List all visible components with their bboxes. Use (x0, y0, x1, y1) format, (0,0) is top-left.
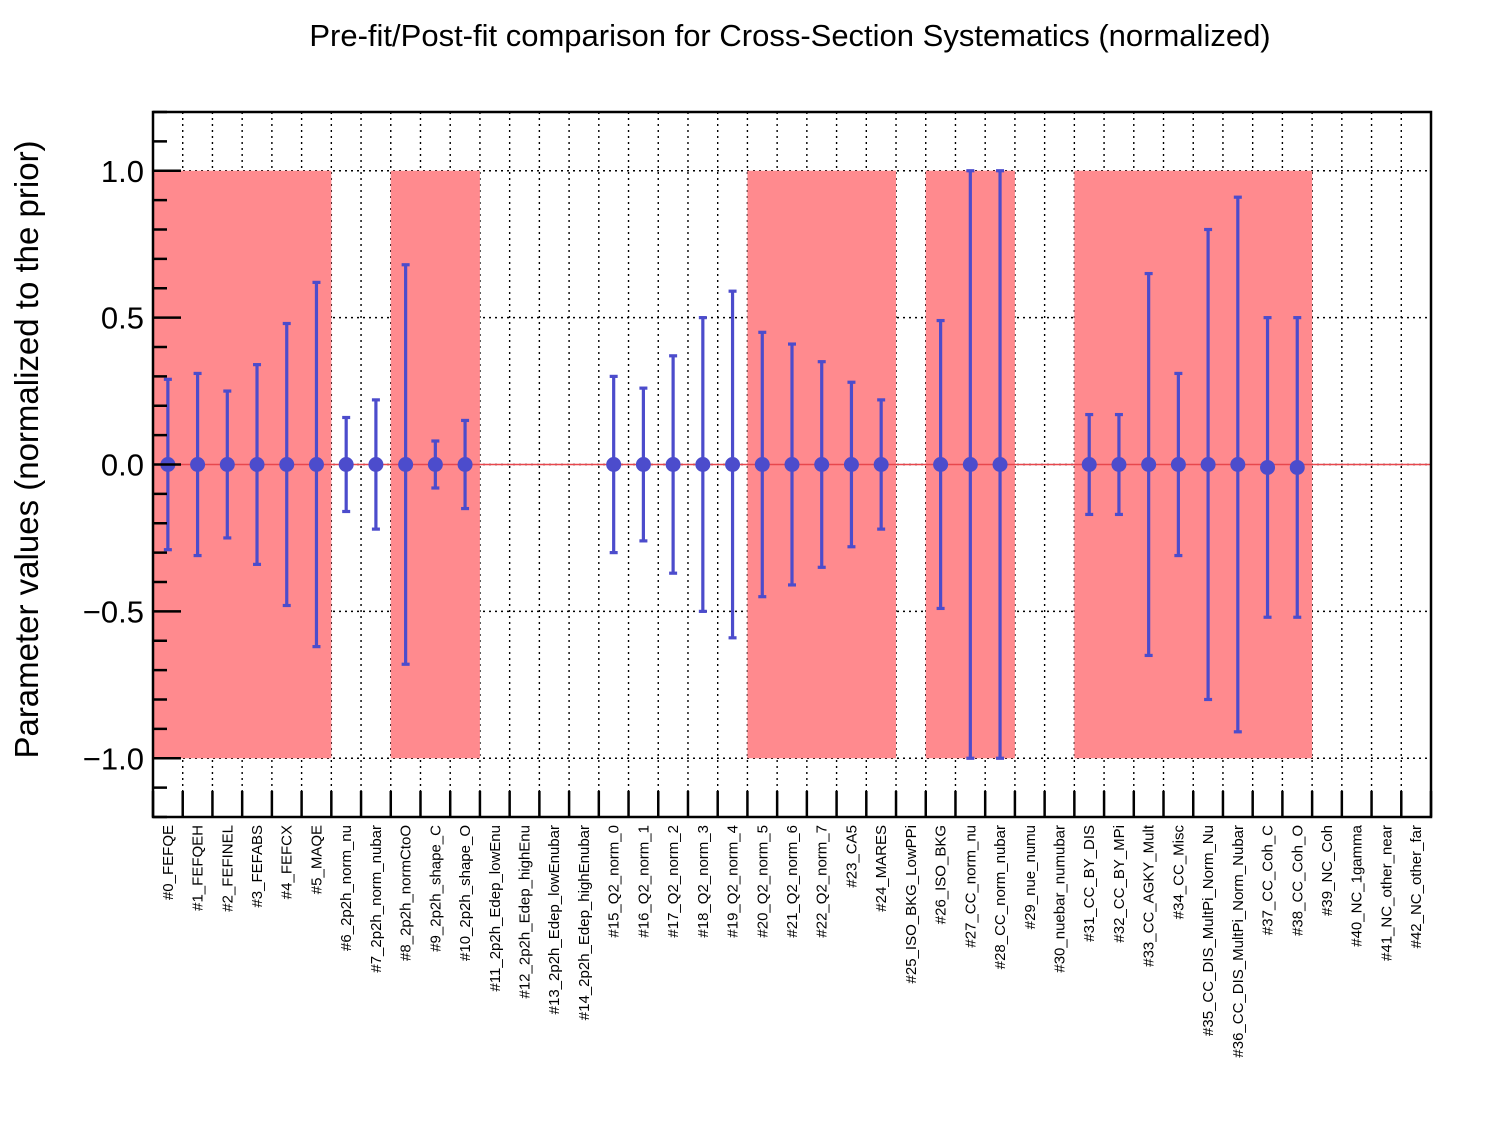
x-category-label: #19_Q2_norm_4 (725, 825, 742, 938)
data-point (635, 457, 651, 472)
x-category-label: #35_CC_DIS_MultPi_Norm_Nu (1200, 825, 1217, 1036)
y-tick-label: 0.0 (101, 448, 144, 483)
x-category-labels: #0_FEFQE #1_FEFQEH #2_FEFINEL #3_FEFABS #4_F… (160, 824, 1425, 1057)
x-category-label: #39_NC_Coh (1319, 825, 1336, 916)
x-category-label: #34_CC_Misc (1170, 825, 1187, 920)
x-category-label: #12_2p2h_Edep_highEnu (517, 825, 534, 999)
x-category-label: #42_NC_other_far (1408, 825, 1425, 948)
x-category-label: #21_Q2_norm_6 (784, 825, 801, 938)
data-point (992, 457, 1008, 472)
x-category-label: #3_FEFABS (249, 825, 266, 908)
x-category-label: #6_2p2h_norm_nu (338, 825, 355, 951)
data-point (665, 457, 681, 472)
x-category-label: #2_FEFINEL (219, 825, 236, 912)
x-category-label: #1_FEFQEH (190, 825, 207, 911)
x-category-label: #33_CC_AGKY_Mult (1141, 824, 1158, 967)
data-point (1111, 457, 1127, 472)
axis-ticks (151, 110, 1433, 819)
data-point (457, 457, 473, 472)
x-category-label: #13_2p2h_Edep_lowEnubar (546, 825, 563, 1014)
x-category-label: #29_nue_numu (1022, 825, 1039, 929)
y-tick-label: −1.0 (83, 741, 144, 776)
data-point (190, 457, 206, 472)
data-point (398, 457, 414, 472)
data-point (873, 457, 889, 472)
data-point (784, 457, 800, 472)
data-point (1081, 457, 1097, 472)
x-category-label: #25_ISO_BKG_LowPPi (903, 825, 920, 983)
data-point (695, 457, 711, 472)
y-axis-label: Parameter values (normalized to the prio… (8, 140, 45, 758)
x-category-label: #36_CC_DIS_MultPi_Norm_Nubar (1230, 825, 1247, 1058)
y-tick-label: 0.5 (101, 301, 144, 336)
x-category-label: #28_CC_norm_nubar (992, 825, 1009, 969)
postfit-points-layer (160, 169, 1305, 760)
data-point (279, 457, 295, 472)
data-point (843, 457, 859, 472)
data-point (368, 457, 384, 472)
x-category-label: #11_2p2h_Edep_lowEnu (487, 825, 504, 992)
data-point (219, 457, 235, 472)
data-point (427, 457, 443, 472)
data-point (933, 457, 949, 472)
x-category-label: #40_NC_1gamma (1349, 824, 1366, 946)
data-point (1289, 459, 1305, 475)
x-category-label: #20_Q2_norm_5 (754, 825, 771, 938)
x-category-label: #26_ISO_BKG (933, 825, 950, 924)
x-category-label: #15_Q2_norm_0 (606, 825, 623, 938)
x-category-label: #30_nuebar_numubar (1051, 825, 1068, 973)
data-point (308, 457, 324, 472)
data-point (814, 457, 830, 472)
x-category-label: #23_CA5 (843, 825, 860, 888)
data-point (249, 457, 265, 472)
x-category-label: #16_Q2_norm_1 (635, 825, 652, 938)
y-tick-labels: −1.0 −0.5 0.0 0.5 1.0 (83, 154, 144, 777)
x-category-label: #24_MARES (873, 825, 890, 912)
x-category-label: #41_NC_other_near (1378, 825, 1395, 961)
data-point (1230, 457, 1246, 472)
x-category-label: #37_CC_Coh_C (1260, 825, 1277, 935)
x-category-label: #27_CC_norm_nu (962, 825, 979, 948)
y-tick-label: −0.5 (83, 594, 144, 629)
chart-title: Pre-fit/Post-fit comparison for Cross-Se… (309, 18, 1271, 53)
x-category-label: #38_CC_Coh_O (1289, 825, 1306, 936)
x-category-label: #14_2p2h_Edep_highEnubar (576, 825, 593, 1020)
data-point (1200, 457, 1216, 472)
x-category-label: #7_2p2h_norm_nubar (368, 825, 385, 973)
x-category-label: #10_2p2h_shape_O (457, 825, 474, 961)
data-point (1141, 457, 1157, 472)
x-category-label: #32_CC_BY_MPi (1111, 825, 1128, 943)
data-point (962, 457, 978, 472)
x-category-label: #18_Q2_norm_3 (695, 825, 712, 938)
data-point (725, 457, 741, 472)
y-tick-label: 1.0 (101, 154, 144, 189)
data-point (1170, 457, 1186, 472)
x-category-label: #17_Q2_norm_2 (665, 825, 682, 938)
x-category-label: #5_MAQE (308, 825, 325, 894)
data-point (606, 457, 622, 472)
x-category-label: #31_CC_BY_DIS (1081, 825, 1098, 942)
x-category-label: #8_2p2h_normCtoO (398, 825, 415, 961)
data-point (1260, 459, 1276, 475)
data-point (754, 457, 770, 472)
data-point (338, 457, 354, 472)
x-category-label: #22_Q2_norm_7 (814, 825, 831, 938)
x-category-label: #4_FEFCX (279, 825, 296, 899)
x-category-label: #0_FEFQE (160, 825, 177, 900)
x-category-label: #9_2p2h_shape_C (427, 825, 444, 952)
